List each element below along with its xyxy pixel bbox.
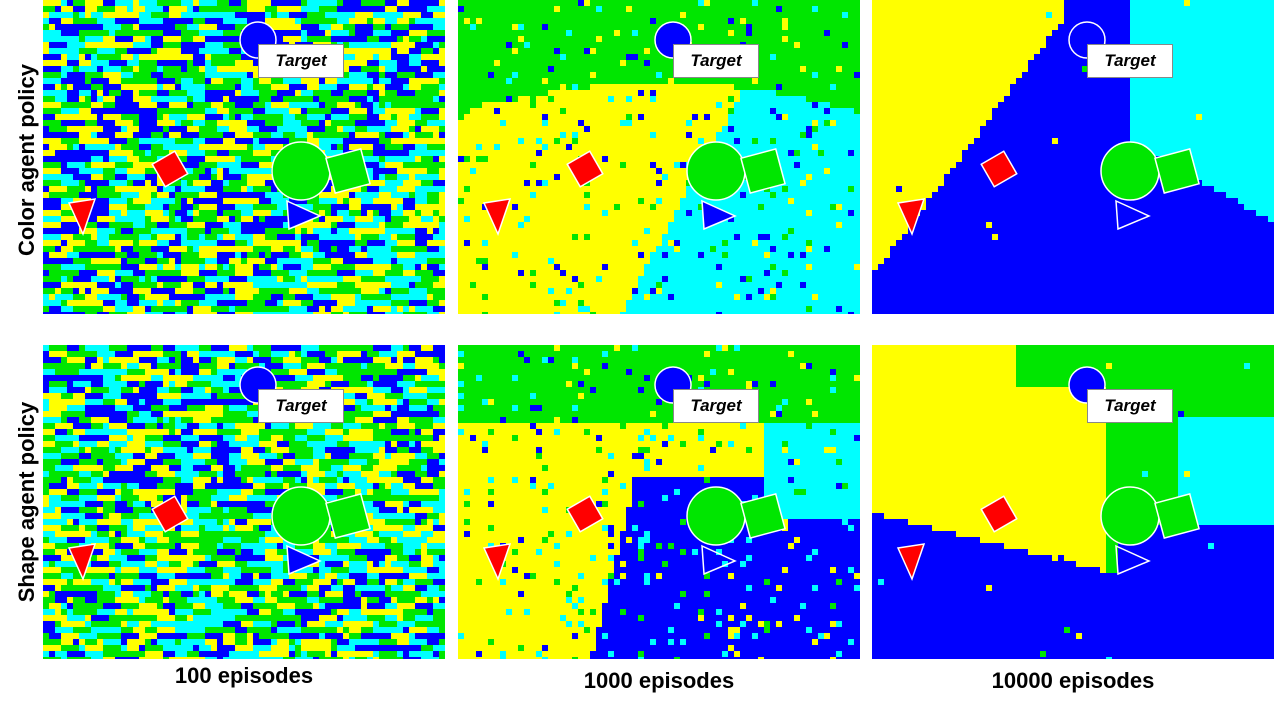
- target-label-box: Target: [1087, 389, 1173, 423]
- red-diamond-icon: [566, 495, 604, 533]
- col-label-1000-episodes: 1000 episodes: [583, 668, 735, 693]
- col-label-10000-episodes: 10000 episodes: [991, 668, 1155, 693]
- green-circle-icon: [1100, 486, 1160, 546]
- green-circle-icon: [271, 141, 331, 201]
- green-circle-icon: [271, 486, 331, 546]
- red-diamond-icon: [151, 150, 189, 188]
- green-square-icon: [1154, 148, 1200, 194]
- panel-color-10000: Target: [872, 0, 1274, 314]
- policy-grid: [43, 345, 445, 659]
- policy-map: [43, 345, 445, 659]
- green-square-icon: [325, 148, 371, 194]
- row-label-shape-agent: Shape agent policy: [14, 401, 39, 603]
- red-triangle-icon: [482, 198, 512, 237]
- target-label-box: Target: [673, 44, 759, 78]
- scene-objects: [67, 21, 371, 237]
- red-triangle-icon: [896, 198, 926, 237]
- col-label-100-episodes: 100 episodes: [174, 663, 314, 688]
- green-circle-icon: [1100, 141, 1160, 201]
- green-circle-icon: [686, 486, 746, 546]
- panel-color-100: Target: [43, 0, 445, 314]
- policy-map: [458, 0, 860, 314]
- target-label-box: Target: [258, 389, 344, 423]
- row-label-color-agent: Color agent policy: [14, 64, 39, 256]
- red-triangle-icon: [67, 198, 97, 237]
- red-diamond-icon: [980, 495, 1018, 533]
- red-diamond-icon: [980, 150, 1018, 188]
- scene-objects: [896, 21, 1200, 237]
- red-triangle-icon: [896, 543, 926, 582]
- panel-shape-1000: Target: [458, 345, 860, 659]
- blue-triangle-icon: [286, 199, 322, 231]
- scene-objects: [67, 366, 371, 582]
- red-diamond-icon: [151, 495, 189, 533]
- target-label-box: Target: [673, 389, 759, 423]
- policy-map: [872, 345, 1274, 659]
- blue-triangle-icon: [1115, 199, 1151, 231]
- green-square-icon: [740, 493, 786, 539]
- red-diamond-icon: [566, 150, 604, 188]
- blue-triangle-icon: [1115, 544, 1151, 576]
- scene-objects: [482, 21, 786, 237]
- target-label-box: Target: [258, 44, 344, 78]
- policy-grid: [458, 0, 860, 314]
- green-square-icon: [325, 493, 371, 539]
- green-circle-icon: [686, 141, 746, 201]
- green-square-icon: [1154, 493, 1200, 539]
- red-triangle-icon: [67, 543, 97, 582]
- blue-triangle-icon: [286, 544, 322, 576]
- panel-color-1000: Target: [458, 0, 860, 314]
- panel-shape-100: Target: [43, 345, 445, 659]
- target-label-box: Target: [1087, 44, 1173, 78]
- panel-shape-10000: Target: [872, 345, 1274, 659]
- policy-map: [458, 345, 860, 659]
- policy-map: [872, 0, 1274, 314]
- policy-map: [43, 0, 445, 314]
- scene-objects: [482, 366, 786, 582]
- green-square-icon: [740, 148, 786, 194]
- blue-triangle-icon: [701, 199, 737, 231]
- blue-triangle-icon: [701, 544, 737, 576]
- red-triangle-icon: [482, 543, 512, 582]
- policy-grid: [458, 345, 860, 659]
